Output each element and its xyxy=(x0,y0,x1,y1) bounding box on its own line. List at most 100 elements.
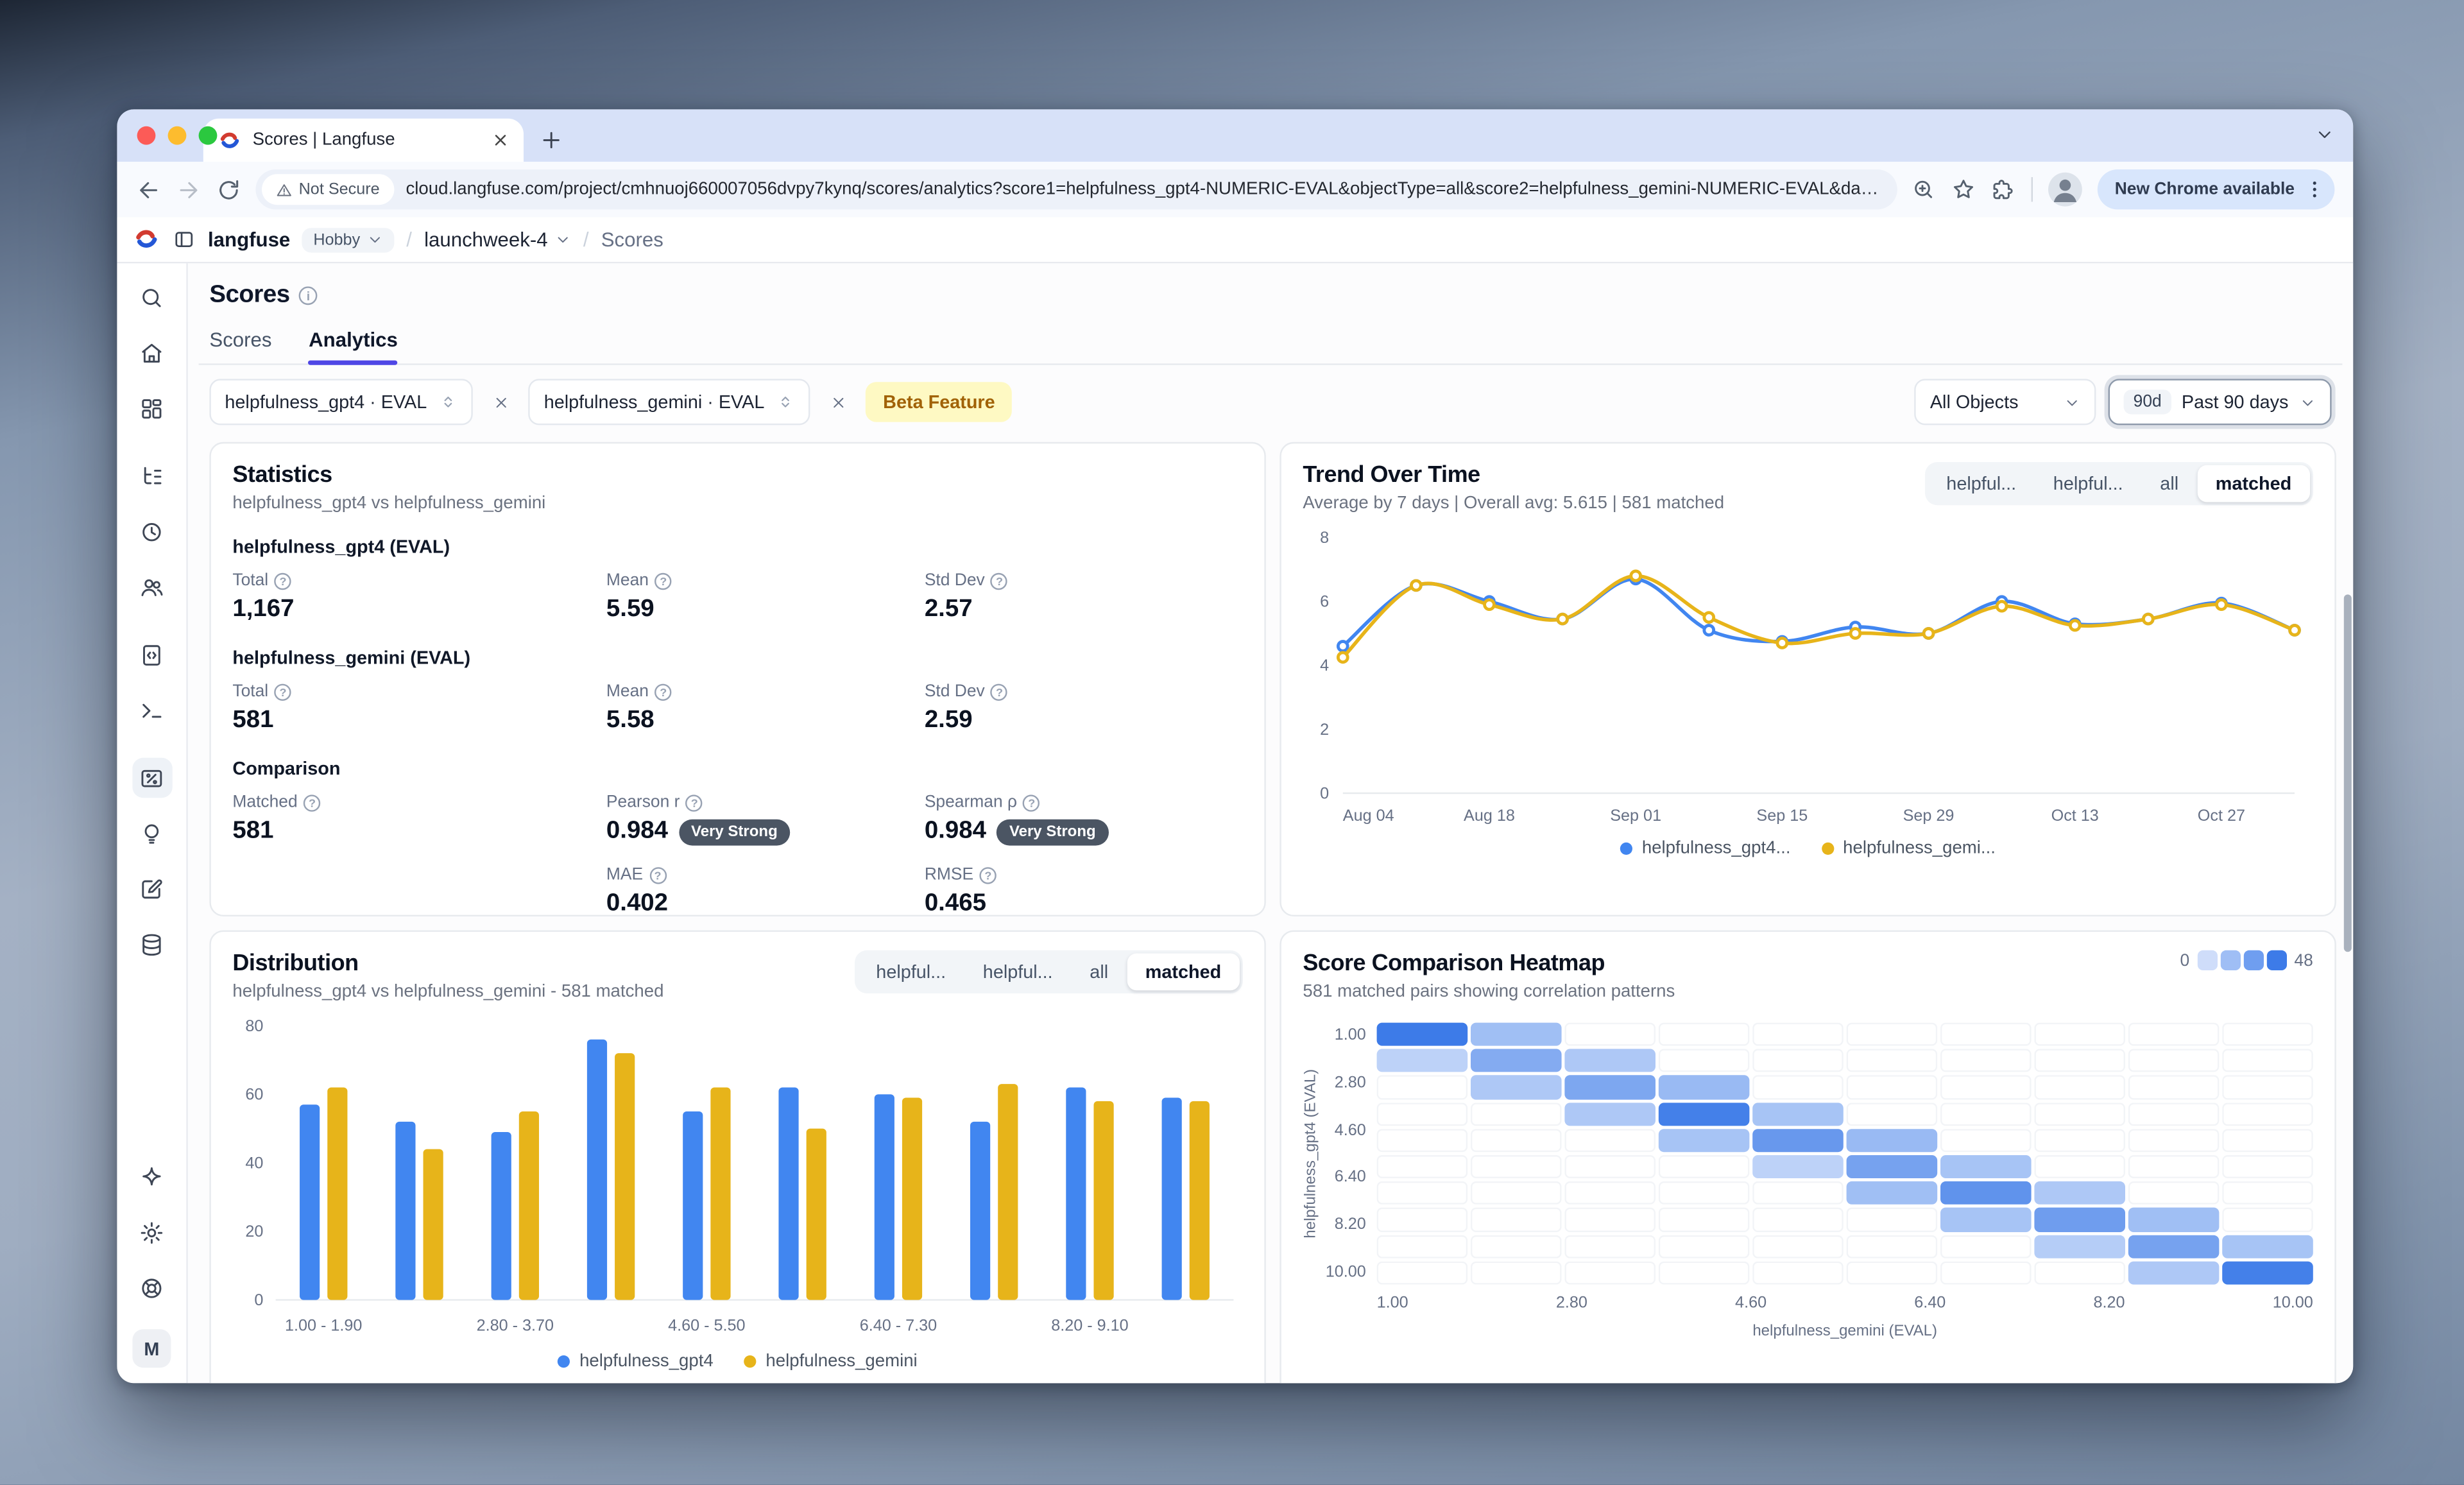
tab-search-chevron-icon[interactable] xyxy=(2314,124,2334,144)
strength-badge: Very Strong xyxy=(997,818,1108,845)
back-button[interactable] xyxy=(135,176,162,203)
heatmap-cell xyxy=(2128,1022,2220,1047)
help-icon[interactable]: ? xyxy=(991,572,1008,590)
bookmark-star-icon[interactable] xyxy=(1951,177,1976,202)
heatmap-cell xyxy=(1846,1022,1938,1047)
help-icon[interactable]: ? xyxy=(979,866,997,884)
heatmap-cell xyxy=(2128,1234,2220,1258)
heatmap-cell xyxy=(1564,1181,1656,1205)
langfuse-favicon-icon xyxy=(220,132,239,148)
page-title: Scores xyxy=(209,282,290,309)
score1-clear-button[interactable] xyxy=(484,385,518,419)
browser-menu-icon[interactable] xyxy=(2304,178,2325,200)
profile-avatar[interactable] xyxy=(2048,172,2083,207)
metric-pearson: Pearson r? 0.984 Very Strong xyxy=(606,793,925,846)
sidebar-item-playground[interactable] xyxy=(132,690,171,730)
help-icon[interactable]: ? xyxy=(274,683,292,700)
sidebar-item-tracing[interactable] xyxy=(132,456,171,495)
heatmap-cell xyxy=(1564,1128,1656,1153)
sidebar-item-evaluators[interactable] xyxy=(132,869,171,909)
segment-option-helpful[interactable]: helpful... xyxy=(964,954,1072,991)
heatmap-cell xyxy=(2128,1208,2220,1232)
svg-text:40: 40 xyxy=(245,1154,263,1172)
segment-option-helpful[interactable]: helpful... xyxy=(1928,465,2035,502)
beta-feature-badge: Beta Feature xyxy=(866,382,1013,422)
section-heading: helpfulness_gemini (EVAL) xyxy=(232,647,471,669)
legend-swatch xyxy=(2266,950,2287,970)
help-icon[interactable]: ? xyxy=(649,866,667,884)
sidebar-item-home[interactable] xyxy=(132,332,171,372)
help-icon[interactable]: ? xyxy=(654,572,672,590)
heatmap-cell xyxy=(1846,1076,1938,1099)
segment-option-helpful[interactable]: helpful... xyxy=(858,954,965,991)
tab-scores[interactable]: Scores xyxy=(209,328,272,352)
forward-button[interactable] xyxy=(176,176,202,203)
heatmap-cell xyxy=(1471,1102,1562,1126)
zoom-search-icon[interactable] xyxy=(1912,177,1936,202)
score2-clear-button[interactable] xyxy=(821,385,855,419)
sidebar-toggle-icon[interactable] xyxy=(173,228,196,251)
sidebar-item-insights[interactable] xyxy=(132,813,171,853)
user-avatar[interactable]: M xyxy=(132,1329,171,1368)
sidebar-item-support[interactable] xyxy=(132,1267,171,1307)
object-type-select[interactable]: All Objects xyxy=(1914,379,2097,425)
date-range-select[interactable]: 90d Past 90 days xyxy=(2109,379,2332,425)
sidebar-item-scores[interactable] xyxy=(132,757,172,798)
trend-filter-segmented: helpful... helpful... all matched xyxy=(1924,462,2313,506)
info-icon[interactable]: i xyxy=(299,286,318,305)
sidebar-item-sessions[interactable] xyxy=(132,511,171,551)
sidebar-item-users[interactable] xyxy=(132,567,171,606)
heatmap-cell xyxy=(1471,1128,1562,1153)
plan-badge[interactable]: Hobby xyxy=(302,227,394,252)
legend-dot xyxy=(1620,842,1633,855)
chrome-update-badge[interactable]: New Chrome available xyxy=(2098,169,2335,210)
segment-option-all[interactable]: all xyxy=(2142,465,2197,502)
window-close-button[interactable] xyxy=(137,126,156,145)
help-icon[interactable]: ? xyxy=(304,794,321,811)
tab-close-icon[interactable] xyxy=(490,130,511,151)
heatmap-cell xyxy=(1846,1234,1938,1258)
extensions-icon[interactable] xyxy=(1992,177,2016,202)
sidebar-item-search[interactable] xyxy=(132,277,171,317)
window-minimize-button[interactable] xyxy=(167,126,187,145)
browser-tab[interactable]: Scores | Langfuse xyxy=(203,118,524,162)
help-icon[interactable]: ? xyxy=(1023,794,1041,811)
sidebar-item-settings[interactable] xyxy=(132,1212,171,1252)
help-icon[interactable]: ? xyxy=(991,683,1008,700)
metric-mae: MAE? 0.402 xyxy=(606,865,669,916)
score1-select[interactable]: helpfulness_gpt4 · EVAL xyxy=(209,379,474,425)
new-tab-button[interactable] xyxy=(539,128,563,152)
sidebar-item-ask-ai[interactable] xyxy=(132,1156,171,1196)
sidebar-item-datasets[interactable] xyxy=(132,924,171,964)
chevron-down-icon xyxy=(2067,399,2078,406)
tab-analytics[interactable]: Analytics xyxy=(309,328,398,365)
heatmap-cell xyxy=(1940,1022,2032,1047)
sidebar-item-dashboards[interactable] xyxy=(132,388,171,428)
reload-button[interactable] xyxy=(216,176,242,203)
tab-title: Scores | Langfuse xyxy=(252,131,395,150)
project-selector[interactable]: launchweek-4 xyxy=(424,228,571,251)
svg-text:20: 20 xyxy=(245,1223,263,1240)
help-icon[interactable]: ? xyxy=(654,683,672,700)
segment-option-helpful[interactable]: helpful... xyxy=(2035,465,2142,502)
project-name: launchweek-4 xyxy=(424,228,548,252)
segment-option-matched[interactable]: matched xyxy=(1126,953,1240,991)
segment-option-all[interactable]: all xyxy=(1072,954,1127,991)
url-bar[interactable]: Not Secure cloud.langfuse.com/project/cm… xyxy=(255,169,1898,210)
heatmap-subtitle: 581 matched pairs showing correlation pa… xyxy=(1303,983,1675,1002)
heatmap-y-labels: 1.00 2.80 4.60 6.40 8.20 10.00 xyxy=(1325,1026,1366,1282)
heatmap-cell xyxy=(1752,1049,1844,1073)
help-icon[interactable]: ? xyxy=(686,794,703,811)
segment-option-matched[interactable]: matched xyxy=(2196,465,2311,502)
help-icon[interactable]: ? xyxy=(274,572,292,590)
sidebar-item-prompts[interactable] xyxy=(132,635,171,674)
site-security-chip[interactable]: Not Secure xyxy=(262,174,394,205)
svg-text:80: 80 xyxy=(245,1017,263,1035)
heatmap-cell xyxy=(2128,1128,2220,1153)
heatmap-cell xyxy=(1376,1102,1468,1126)
heatmap-cell xyxy=(1471,1022,1562,1047)
org-name[interactable]: langfuse xyxy=(208,228,291,252)
window-zoom-button[interactable] xyxy=(198,126,218,145)
scrollbar-thumb[interactable] xyxy=(2343,594,2352,952)
score2-select[interactable]: helpfulness_gemini · EVAL xyxy=(528,379,811,425)
